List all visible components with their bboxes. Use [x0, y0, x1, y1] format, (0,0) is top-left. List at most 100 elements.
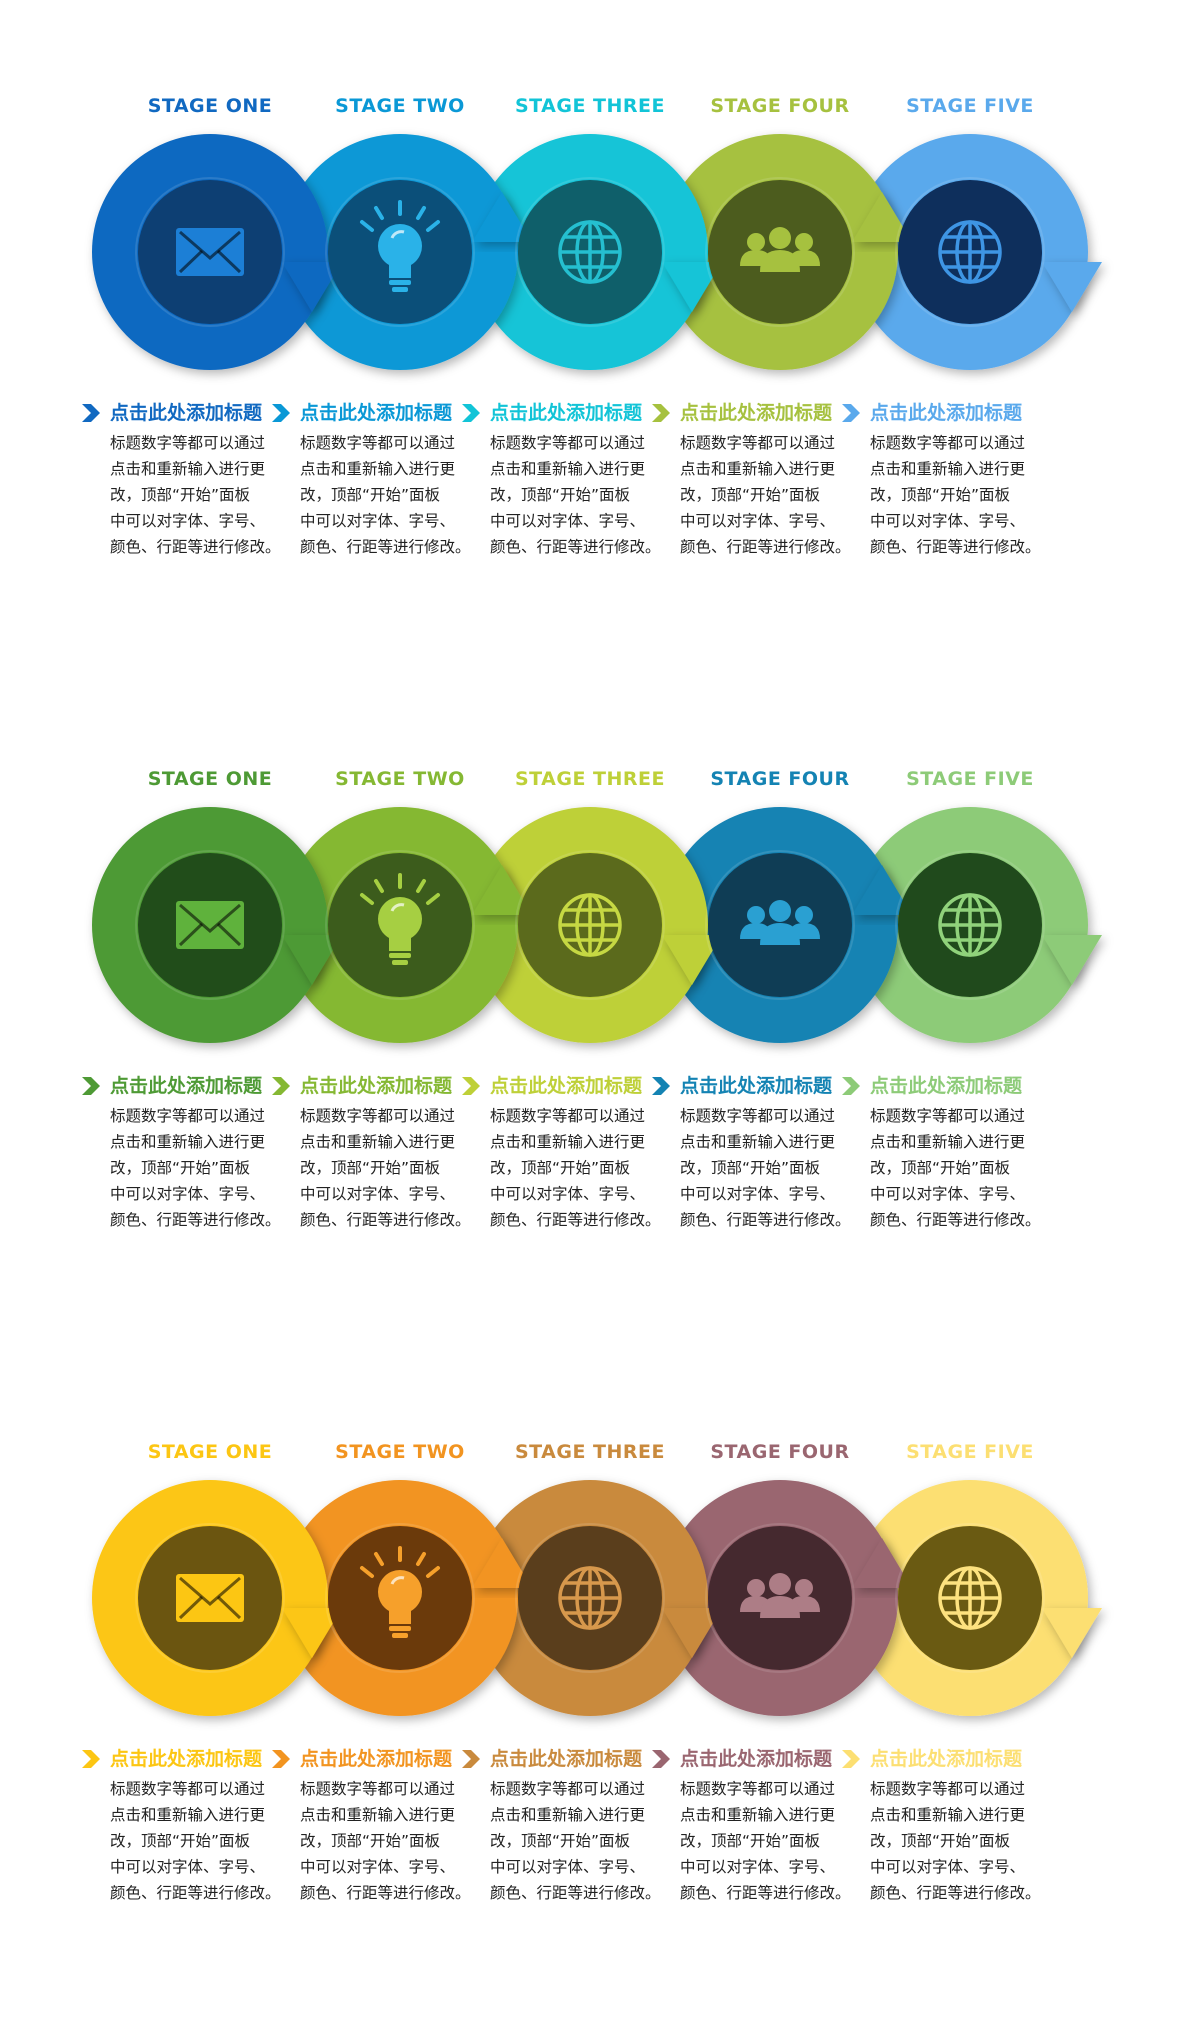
caption-title[interactable]: 点击此处添加标题 — [840, 398, 1040, 426]
caption-title[interactable]: 点击此处添加标题 — [460, 1744, 660, 1772]
caption-line: 标题数字等都可以通过 — [490, 434, 646, 452]
caption-line: 标题数字等都可以通过 — [870, 1780, 1026, 1798]
caption-line: 点击和重新输入进行更 — [490, 1806, 646, 1824]
caption-line: 中可以对字体、字号、 — [680, 1185, 836, 1203]
caption-line: 改，顶部“开始”面板 — [870, 1832, 1011, 1850]
caption-title[interactable]: 点击此处添加标题 — [460, 398, 660, 426]
chevron-right-icon — [652, 1750, 670, 1768]
stage-circles — [92, 1480, 1102, 1716]
caption-title-text[interactable]: 点击此处添加标题 — [490, 402, 643, 424]
caption-title-text[interactable]: 点击此处添加标题 — [680, 1075, 833, 1097]
stage-label: STAGE TWO — [335, 768, 465, 790]
stage-label: STAGE THREE — [514, 95, 665, 117]
caption-title-text[interactable]: 点击此处添加标题 — [680, 402, 833, 424]
chevron-right-icon — [462, 1750, 480, 1768]
caption-body: 标题数字等都可以通过 点击和重新输入进行更 改，顶部“开始”面板 中可以对字体、字号、… — [680, 1776, 860, 1906]
flow-arrow — [282, 935, 342, 985]
caption-title[interactable]: 点击此处添加标题 — [80, 1744, 280, 1772]
flow-arrow — [1042, 262, 1102, 312]
caption-title-text[interactable]: 点击此处添加标题 — [300, 1748, 453, 1770]
caption-title-text[interactable]: 点击此处添加标题 — [870, 402, 1023, 424]
caption-line: 标题数字等都可以通过 — [110, 1780, 266, 1798]
globe-icon — [558, 220, 622, 284]
caption-line: 中可以对字体、字号、 — [300, 1185, 456, 1203]
people-icon — [740, 900, 820, 945]
caption-title[interactable]: 点击此处添加标题 — [270, 1071, 470, 1099]
chevron-right-icon — [652, 1077, 670, 1095]
globe-icon — [558, 1566, 622, 1630]
caption-title[interactable]: 点击此处添加标题 — [650, 1071, 850, 1099]
chevron-right-icon — [652, 404, 670, 422]
caption-body: 标题数字等都可以通过 点击和重新输入进行更 改，顶部“开始”面板 中可以对字体、字号、… — [300, 1103, 480, 1233]
lightbulb-icon — [360, 873, 440, 965]
caption-line: 颜色、行距等进行修改。 — [300, 1884, 471, 1902]
caption-title-text[interactable]: 点击此处添加标题 — [870, 1075, 1023, 1097]
caption-line: 中可以对字体、字号、 — [870, 1185, 1026, 1203]
stage-label: STAGE TWO — [335, 1441, 465, 1463]
caption-line: 标题数字等都可以通过 — [300, 434, 456, 452]
flow-arrow — [852, 192, 912, 242]
process-diagram-2: STAGE ONE STAGE TWO STAGE THREE STAGE FOUR S… — [0, 673, 1200, 1233]
caption-title-text[interactable]: 点击此处添加标题 — [110, 402, 263, 424]
caption-title-text[interactable]: 点击此处添加标题 — [680, 1748, 833, 1770]
caption-line: 颜色、行距等进行修改。 — [300, 1211, 471, 1229]
caption-line: 点击和重新输入进行更 — [300, 1133, 456, 1151]
caption-title[interactable]: 点击此处添加标题 — [650, 1744, 850, 1772]
caption-line: 颜色、行距等进行修改。 — [110, 1211, 281, 1229]
caption-title[interactable]: 点击此处添加标题 — [270, 398, 470, 426]
caption-body: 标题数字等都可以通过 点击和重新输入进行更 改，顶部“开始”面板 中可以对字体、字号、… — [870, 1103, 1050, 1233]
caption-body: 标题数字等都可以通过 点击和重新输入进行更 改，顶部“开始”面板 中可以对字体、字号、… — [680, 430, 860, 560]
caption-title[interactable]: 点击此处添加标题 — [80, 1071, 280, 1099]
flow-arrow — [472, 1538, 532, 1588]
caption-title-text[interactable]: 点击此处添加标题 — [870, 1748, 1023, 1770]
caption-line: 改，顶部“开始”面板 — [300, 1832, 441, 1850]
globe-icon — [938, 1566, 1002, 1630]
people-icon — [740, 1573, 820, 1618]
caption-line: 颜色、行距等进行修改。 — [490, 1884, 661, 1902]
globe-icon — [938, 893, 1002, 957]
caption-body: 标题数字等都可以通过 点击和重新输入进行更 改，顶部“开始”面板 中可以对字体、字号、… — [680, 1103, 860, 1233]
caption-title[interactable]: 点击此处添加标题 — [650, 398, 850, 426]
chevron-right-icon — [272, 1750, 290, 1768]
stage-label: STAGE TWO — [335, 95, 465, 117]
caption-title[interactable]: 点击此处添加标题 — [840, 1071, 1040, 1099]
chevron-right-icon — [272, 1077, 290, 1095]
caption-line: 点击和重新输入进行更 — [300, 1806, 456, 1824]
caption-line: 标题数字等都可以通过 — [870, 1107, 1026, 1125]
caption-title-text[interactable]: 点击此处添加标题 — [490, 1075, 643, 1097]
caption-title[interactable]: 点击此处添加标题 — [270, 1744, 470, 1772]
caption-line: 点击和重新输入进行更 — [110, 460, 266, 478]
caption-title-text[interactable]: 点击此处添加标题 — [110, 1748, 263, 1770]
flow-arrow — [472, 192, 532, 242]
stage-label: STAGE ONE — [147, 95, 273, 117]
caption-line: 颜色、行距等进行修改。 — [110, 1884, 281, 1902]
flow-arrow — [1042, 1608, 1102, 1658]
caption-line: 颜色、行距等进行修改。 — [870, 538, 1041, 556]
stage-circles — [92, 134, 1102, 370]
caption-line: 标题数字等都可以通过 — [110, 434, 266, 452]
flow-arrow — [852, 1538, 912, 1588]
caption-title[interactable]: 点击此处添加标题 — [460, 1071, 660, 1099]
caption-title-text[interactable]: 点击此处添加标题 — [300, 1075, 453, 1097]
caption-line: 中可以对字体、字号、 — [110, 512, 266, 530]
chevron-right-icon — [842, 1750, 860, 1768]
caption-line: 点击和重新输入进行更 — [870, 1806, 1026, 1824]
lightbulb-icon — [360, 200, 440, 292]
caption-body: 标题数字等都可以通过 点击和重新输入进行更 改，顶部“开始”面板 中可以对字体、字号、… — [300, 1776, 480, 1906]
caption-line: 标题数字等都可以通过 — [680, 1107, 836, 1125]
caption-title[interactable]: 点击此处添加标题 — [840, 1744, 1040, 1772]
stage-label: STAGE FOUR — [710, 768, 850, 790]
caption-title-text[interactable]: 点击此处添加标题 — [110, 1075, 263, 1097]
caption-line: 中可以对字体、字号、 — [680, 1858, 836, 1876]
flow-arrow — [1042, 935, 1102, 985]
flow-arrow — [662, 935, 722, 985]
chevron-right-icon — [842, 1077, 860, 1095]
caption-title-text[interactable]: 点击此处添加标题 — [490, 1748, 643, 1770]
chevron-right-icon — [82, 1077, 100, 1095]
caption-title[interactable]: 点击此处添加标题 — [80, 398, 280, 426]
caption-line: 点击和重新输入进行更 — [680, 1133, 836, 1151]
stage-label: STAGE ONE — [147, 768, 273, 790]
caption-title-text[interactable]: 点击此处添加标题 — [300, 402, 453, 424]
stage-label: STAGE FIVE — [906, 768, 1034, 790]
caption-line: 点击和重新输入进行更 — [870, 460, 1026, 478]
